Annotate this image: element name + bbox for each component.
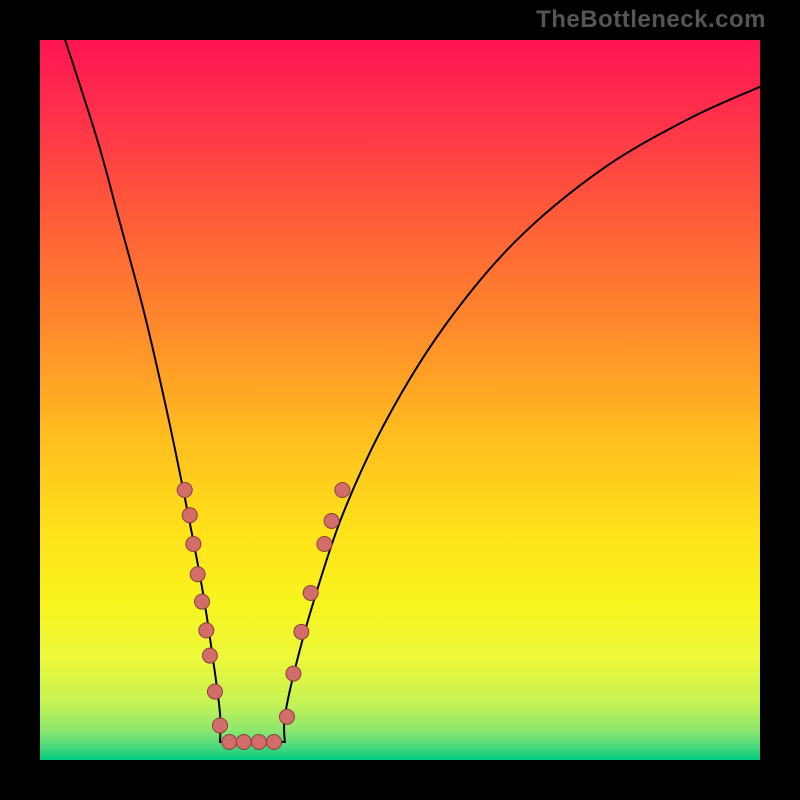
- data-point-marker: [303, 585, 318, 600]
- data-point-marker: [213, 718, 228, 733]
- data-point-marker: [190, 567, 205, 582]
- data-point-marker: [182, 508, 197, 523]
- data-point-marker: [186, 537, 201, 552]
- data-point-marker: [324, 513, 339, 528]
- data-point-marker: [207, 684, 222, 699]
- v-curve-path: [65, 40, 760, 742]
- data-point-marker: [177, 483, 192, 498]
- chart-svg: [40, 40, 760, 760]
- data-point-marker: [335, 483, 350, 498]
- data-point-marker: [294, 624, 309, 639]
- watermark-text: TheBottleneck.com: [536, 6, 766, 34]
- data-point-marker: [279, 709, 294, 724]
- chart-root: TheBottleneck.com: [0, 0, 800, 800]
- data-point-marker: [286, 666, 301, 681]
- plot-area: [40, 40, 760, 760]
- data-point-marker: [202, 648, 217, 663]
- marker-group: [177, 483, 350, 750]
- data-point-marker: [222, 735, 237, 750]
- data-point-marker: [195, 594, 210, 609]
- data-point-marker: [267, 735, 282, 750]
- data-point-marker: [251, 735, 266, 750]
- data-point-marker: [236, 735, 251, 750]
- data-point-marker: [199, 623, 214, 638]
- data-point-marker: [317, 537, 332, 552]
